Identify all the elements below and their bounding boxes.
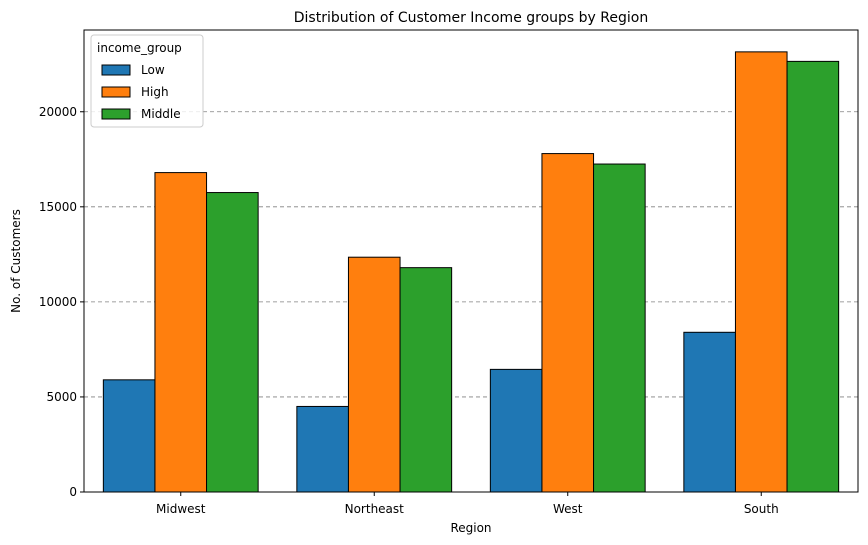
bar-high-south	[734, 51, 788, 493]
bar-high-midwest	[154, 172, 208, 493]
bar-group	[102, 51, 840, 493]
x-axis: Midwest Northeast West South	[156, 492, 779, 516]
bar-middle-south	[786, 60, 840, 493]
bar-high-west	[541, 153, 595, 493]
bar-middle-west	[593, 163, 646, 493]
legend-swatch-middle	[101, 108, 131, 120]
y-tick-label: 20000	[39, 105, 77, 119]
x-tick-label: South	[744, 502, 779, 516]
chart-title: Distribution of Customer Income groups b…	[294, 10, 648, 26]
y-tick-label: 5000	[46, 390, 77, 404]
bar-low-south	[683, 331, 736, 493]
bar-low-northeast	[296, 405, 349, 493]
y-tick-label: 10000	[39, 295, 77, 309]
x-axis-label: Region	[450, 521, 491, 535]
x-tick-label: Midwest	[156, 502, 206, 516]
legend-title: income_group	[97, 41, 182, 55]
bar-middle-midwest	[206, 192, 259, 493]
bar-middle-northeast	[399, 267, 453, 493]
y-axis-label: No. of Customers	[9, 209, 23, 313]
legend-swatch-low	[101, 64, 131, 76]
legend-box	[90, 34, 204, 128]
legend-label-middle: Middle	[141, 107, 181, 121]
legend: income_group Low High Middle	[90, 34, 204, 128]
y-tick-label: 15000	[39, 200, 77, 214]
x-tick-label: Northeast	[345, 502, 405, 516]
x-tick-label: West	[553, 502, 583, 516]
bar-low-west	[489, 368, 543, 493]
legend-label-high: High	[141, 85, 169, 99]
legend-label-low: Low	[141, 63, 165, 77]
plot-frame	[83, 29, 859, 493]
y-axis: 0 5000 10000 15000 20000	[39, 105, 84, 499]
bar-low-midwest	[102, 379, 156, 493]
bar-high-northeast	[347, 256, 401, 493]
legend-swatch-high	[101, 86, 131, 98]
y-tick-label: 0	[69, 485, 77, 499]
legend-entries: Low High Middle	[101, 63, 181, 121]
